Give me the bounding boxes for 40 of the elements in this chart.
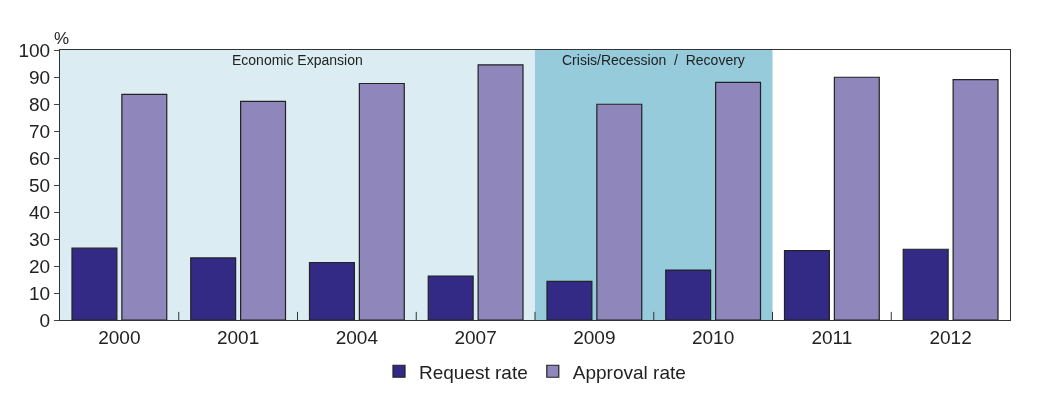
bar <box>308 261 355 320</box>
band-label: Economic Expansion <box>232 52 363 68</box>
legend-label: Approval rate <box>572 361 686 383</box>
x-tick-label: 2001 <box>216 326 260 348</box>
x-tick-label: 2000 <box>98 326 141 348</box>
x-tick-label: 2007 <box>454 326 497 348</box>
y-tick-label: 70 <box>29 120 51 142</box>
y-tick-label: 20 <box>29 255 51 277</box>
y-tick-label: 40 <box>29 201 51 223</box>
y-tick-label: 90 <box>29 66 51 88</box>
bar <box>477 64 524 320</box>
bar <box>952 79 999 320</box>
band-label: Crisis/Recession / Recovery <box>562 52 745 68</box>
bar <box>546 280 593 320</box>
x-tick-label: 2004 <box>335 326 379 348</box>
y-tick-label: 0 <box>39 309 51 331</box>
x-tick-label: 2012 <box>929 326 972 348</box>
bar <box>665 269 712 320</box>
y-tick-label: 10 <box>29 282 51 304</box>
x-tick-label: 2010 <box>691 326 735 348</box>
y-tick-label: 80 <box>29 93 51 115</box>
y-tick-label: 100 <box>18 39 51 61</box>
bar <box>596 103 643 320</box>
y-tick-label: 60 <box>29 147 51 169</box>
bar <box>358 82 405 320</box>
x-tick-label: 2011 <box>811 326 853 348</box>
bar <box>783 250 830 320</box>
y-axis-title: % <box>54 29 70 48</box>
y-tick-label: 50 <box>29 174 51 196</box>
bar <box>427 275 474 320</box>
bar <box>833 76 880 320</box>
bar <box>902 248 949 320</box>
y-tick-label: 30 <box>29 228 51 250</box>
bar <box>715 81 762 320</box>
bar <box>121 93 168 320</box>
bar <box>71 247 118 320</box>
bar <box>240 100 287 320</box>
bar <box>190 257 237 320</box>
x-tick-label: 2009 <box>573 326 616 348</box>
legend-label: Request rate <box>419 361 528 383</box>
